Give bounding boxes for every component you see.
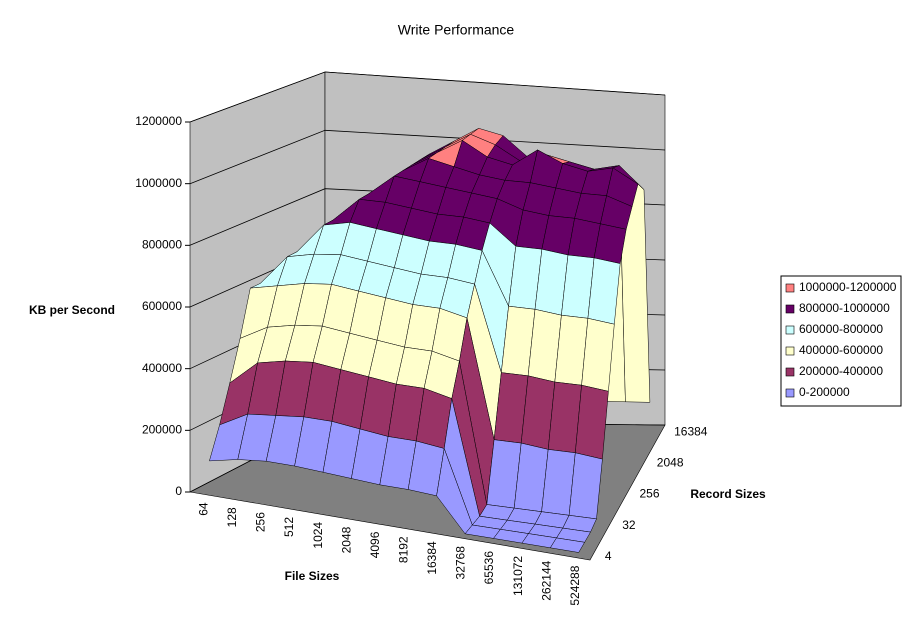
depth-tick-label: 32 — [622, 518, 636, 532]
x-tick-label: 128 — [225, 507, 239, 527]
legend-swatch — [785, 388, 795, 398]
y-tick-label: 1000000 — [135, 176, 182, 190]
x-tick-label: 65536 — [482, 551, 496, 585]
x-tick-label: 524288 — [568, 565, 582, 605]
legend-label: 200000-400000 — [799, 364, 883, 378]
y-tick-label: 0 — [175, 484, 182, 498]
legend-label: 1000000-1200000 — [799, 280, 897, 294]
x-tick-label: 512 — [282, 517, 296, 537]
legend-label: 0-200000 — [799, 385, 850, 399]
legend: 1000000-1200000 800000-1000000 600000-8000… — [780, 275, 902, 407]
x-tick-label: 4096 — [368, 531, 382, 558]
y-tick-label: 1200000 — [135, 114, 182, 128]
plot-area: 0 200000 400000 600000 800000 1000000 1200000 6… — [135, 71, 708, 606]
depth-tick-label: 16384 — [674, 424, 708, 438]
legend-label: 600000-800000 — [799, 322, 883, 336]
grid-line — [189, 129, 666, 185]
x-tick-label: 32768 — [454, 546, 468, 580]
legend-swatch — [785, 325, 795, 335]
depth-tick-label: 2048 — [657, 456, 684, 470]
y-tick-label: 600000 — [142, 299, 182, 313]
x-tick-label: 131072 — [511, 556, 525, 596]
y-tick-label: 400000 — [142, 361, 182, 375]
x-tick-label: 2048 — [339, 526, 353, 553]
legend-label: 400000-600000 — [799, 343, 883, 357]
y-tick-label: 200000 — [142, 423, 182, 437]
x-tick-label: 64 — [196, 502, 210, 516]
legend-swatch — [785, 346, 795, 356]
x-tick-label: 256 — [254, 512, 268, 532]
depth-axis-label: Record Sizes — [690, 487, 766, 501]
depth-tick-label: 4 — [605, 549, 612, 563]
y-axis-label: KB per Second — [29, 303, 115, 317]
legend-swatch — [785, 304, 795, 314]
legend-swatch — [785, 283, 795, 293]
x-tick-label: 262144 — [539, 560, 553, 600]
grid-line — [189, 71, 666, 123]
legend-swatch — [785, 367, 795, 377]
x-tick-label: 16384 — [425, 541, 439, 575]
legend-box — [780, 275, 902, 407]
surface-cell — [568, 452, 603, 520]
depth-tick-label: 256 — [640, 487, 660, 501]
legend-label: 800000-1000000 — [799, 301, 890, 315]
surface-cell — [549, 537, 585, 553]
y-tick-label: 800000 — [142, 238, 182, 252]
x-tick-label: 8192 — [396, 536, 410, 563]
x-axis-label: File Sizes — [285, 569, 340, 583]
chart-title: Write Performance — [398, 22, 515, 38]
x-tick-label: 1024 — [311, 522, 325, 549]
